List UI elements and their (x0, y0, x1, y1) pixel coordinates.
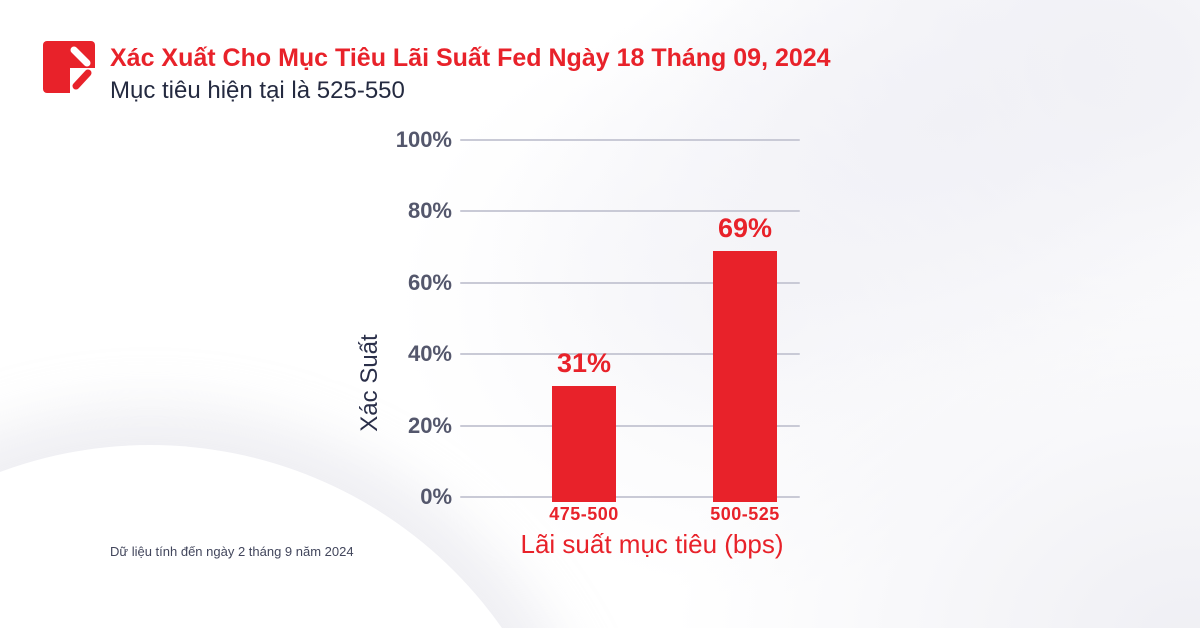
bar-value-label: 31% (556, 348, 612, 379)
y-tick-label: 60% (407, 269, 452, 295)
bar-value-label: 69% (717, 212, 773, 243)
page-subtitle: Mục tiêu hiện tại là 525-550 (110, 77, 405, 104)
y-tick-label: 0% (420, 484, 452, 509)
y-tick-label: 20% (407, 412, 452, 438)
x-tick-label: 475-500 (549, 504, 619, 524)
gridline (460, 210, 800, 213)
bar (552, 386, 616, 502)
gridline (460, 353, 800, 356)
y-tick-label: 80% (407, 198, 452, 224)
gridline (460, 139, 800, 141)
bar (713, 250, 777, 502)
page-title: Xác Xuất Cho Mục Tiêu Lãi Suất Fed Ngày … (110, 44, 831, 72)
y-tick-label: 100% (395, 127, 452, 152)
brand-mark-icon (43, 41, 95, 93)
gridline (460, 496, 800, 498)
gridline (460, 281, 800, 284)
x-tick-label: 500-525 (710, 504, 780, 524)
y-tick-label: 40% (407, 341, 452, 367)
x-axis-title: Lãi suất mục tiêu (bps) (520, 529, 784, 559)
gridline (460, 424, 800, 427)
data-as-of-note: Dữ liệu tính đến ngày 2 tháng 9 năm 2024 (110, 544, 354, 559)
